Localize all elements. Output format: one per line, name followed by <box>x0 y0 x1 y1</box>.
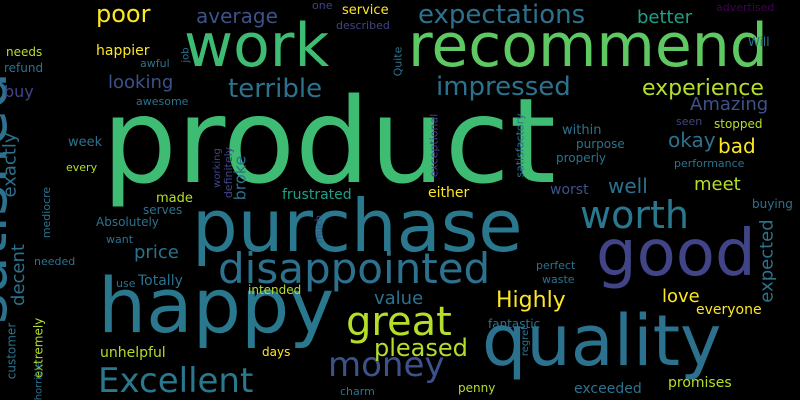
word-unhelpful: unhelpful <box>100 345 166 361</box>
word-seen: seen <box>676 115 703 128</box>
word-looking: looking <box>108 72 174 93</box>
word-frustrated: frustrated <box>282 187 352 203</box>
word-product: product <box>102 72 556 210</box>
word-money: money <box>328 345 445 385</box>
word-experience: experience <box>642 76 764 101</box>
word-days: days <box>262 345 291 359</box>
word-exactly: exactly <box>0 132 21 198</box>
word-excellent: Excellent <box>98 361 254 400</box>
word-fantastic: fantastic <box>488 317 541 331</box>
word-working: working <box>211 148 223 188</box>
word-well: well <box>608 174 648 198</box>
word-satisfactory: satisfactory <box>513 113 527 178</box>
word-decent: decent <box>7 244 29 306</box>
word-service: service <box>342 3 389 18</box>
word-purchase: purchase <box>192 184 523 268</box>
word-value: value <box>374 288 424 309</box>
word-will: Will <box>748 35 770 49</box>
word-buy: buy <box>4 82 34 101</box>
word-everyone: everyone <box>696 302 762 318</box>
word-poor: poor <box>96 0 151 28</box>
word-price: price <box>134 242 179 263</box>
word-purpose: purpose <box>576 137 625 151</box>
word-penny: penny <box>458 381 496 395</box>
word-use: use <box>116 277 136 290</box>
word-terrible: terrible <box>228 74 323 104</box>
word-awesome: awesome <box>136 95 189 108</box>
word-within: within <box>562 123 602 138</box>
word-quality: quality <box>482 300 722 382</box>
word-great: great <box>346 299 452 345</box>
word-week: week <box>68 135 103 150</box>
word-needs: needs <box>6 45 43 59</box>
word-work: work <box>184 11 330 81</box>
word-average: average <box>196 4 278 28</box>
word-amazing: Amazing <box>690 94 769 115</box>
word-mediocre: mediocre <box>40 186 54 239</box>
word-properly: properly <box>556 151 606 165</box>
word-meet: meet <box>694 174 741 195</box>
word-regret: regret <box>520 325 532 357</box>
word-promises: promises <box>668 375 732 391</box>
word-recommend: recommend <box>408 11 768 81</box>
word-every: every <box>66 161 98 174</box>
word-worst: worst <box>550 182 589 198</box>
word-either: either <box>428 185 470 201</box>
word-charm: charm <box>340 385 375 398</box>
word-intended: intended <box>248 283 302 297</box>
word-better: better <box>637 7 693 28</box>
word-quite: Quite <box>391 46 405 77</box>
word-pleased: pleased <box>374 334 468 362</box>
word-disappointed: disappointed <box>218 244 491 293</box>
word-expectations: expectations <box>418 0 586 30</box>
word-waste: waste <box>542 273 575 286</box>
word-happier: happier <box>96 43 150 59</box>
word-performance: performance <box>674 157 745 170</box>
word-absolutely: Absolutely <box>96 215 159 229</box>
word-exceptional: exceptional <box>427 113 441 178</box>
word-impressed: impressed <box>436 72 571 102</box>
word-totally: Totally <box>138 273 183 289</box>
word-advertised: advertised <box>716 1 775 14</box>
word-customer: customer <box>4 322 19 380</box>
word-serves: serves <box>143 203 183 217</box>
word-good: good <box>596 217 756 291</box>
word-awful: awful <box>140 57 170 70</box>
word-love: love <box>662 286 700 307</box>
word-highly: Highly <box>496 288 566 313</box>
word-one: one <box>312 0 333 12</box>
word-expected: expected <box>756 219 778 303</box>
word-definitely: definitely <box>222 146 236 199</box>
word-buying: buying <box>752 197 793 211</box>
word-okay: okay <box>668 128 716 152</box>
word-want: want <box>106 233 134 246</box>
word-happy: happy <box>98 261 335 350</box>
word-perfect: perfect <box>536 259 576 272</box>
word-made: made <box>156 191 193 206</box>
word-described: described <box>336 19 390 32</box>
word-horrible: horrible <box>33 361 45 400</box>
word-much: much <box>313 215 325 243</box>
word-needed: needed <box>34 255 76 268</box>
word-worth: worth <box>580 193 689 237</box>
word-bad: bad <box>718 134 756 158</box>
word-refund: refund <box>4 61 44 75</box>
word-exceeded: exceeded <box>574 381 642 397</box>
word-job: job <box>180 47 192 63</box>
word-stopped: stopped <box>714 117 763 131</box>
